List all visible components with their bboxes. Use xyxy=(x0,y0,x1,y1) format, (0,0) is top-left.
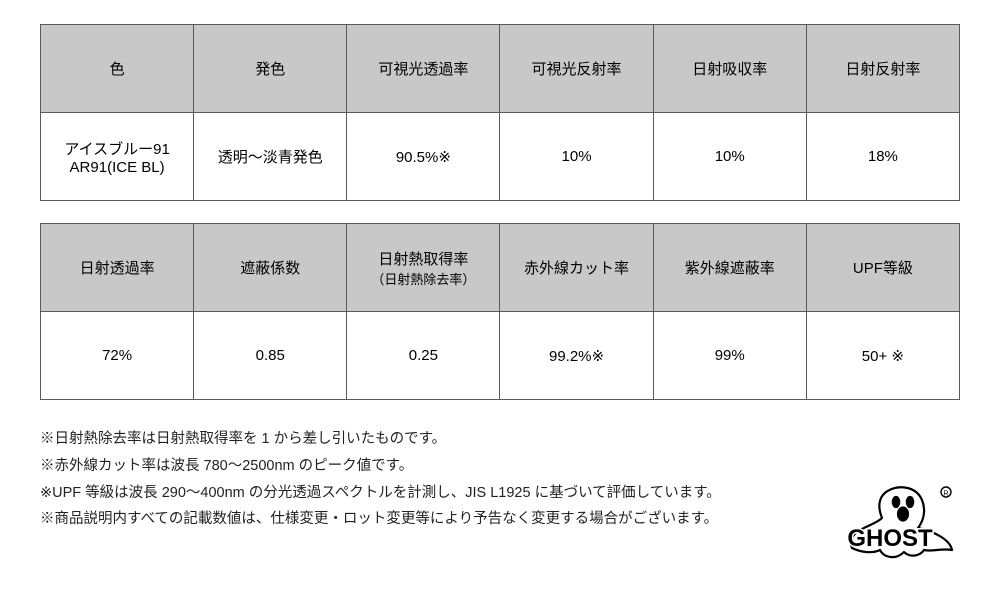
svg-text:R: R xyxy=(943,491,948,498)
table-row: 72% 0.85 0.25 99.2%※ 99% 50+ ※ xyxy=(41,312,960,400)
col-header: 紫外線遮蔽率 xyxy=(653,224,806,312)
cell: 18% xyxy=(806,113,959,201)
col-header: 日射熱取得率 （日射熱除去率） xyxy=(347,224,500,312)
footnote-line: ※日射熱除去率は日射熱取得率を 1 から差し引いたものです。 xyxy=(40,426,960,453)
cell: 透明～淡青発色 xyxy=(194,113,347,201)
col-header-main: 日射熱取得率 xyxy=(378,251,468,268)
cell: 10% xyxy=(500,113,653,201)
col-header: 日射反射率 xyxy=(806,25,959,113)
footnote-line: ※UPF 等級は波長 290～400nm の分光透過スペクトルを計測し、JIS … xyxy=(40,480,960,507)
col-header: 日射吸収率 xyxy=(653,25,806,113)
col-header: 赤外線カット率 xyxy=(500,224,653,312)
footnote-line: ※商品説明内すべての記載数値は、仕様変更・ロット変更等により予告なく変更する場合… xyxy=(40,506,960,533)
ghost-logo-icon: R GHOST xyxy=(838,478,958,568)
col-header: 色 xyxy=(41,25,194,113)
cell: 99.2%※ xyxy=(500,312,653,400)
spec-table-2: 日射透過率 遮蔽係数 日射熱取得率 （日射熱除去率） 赤外線カット率 紫外線遮蔽… xyxy=(40,223,960,400)
cell: 99% xyxy=(653,312,806,400)
cell: 0.25 xyxy=(347,312,500,400)
spec-table-1: 色 発色 可視光透過率 可視光反射率 日射吸収率 日射反射率 アイスブルー91 … xyxy=(40,24,960,201)
footnote-line: ※赤外線カット率は波長 780～2500nm のピーク値です。 xyxy=(40,453,960,480)
col-header-sub: （日射熱除去率） xyxy=(351,269,495,288)
col-header: 可視光透過率 xyxy=(347,25,500,113)
footnotes: ※日射熱除去率は日射熱取得率を 1 から差し引いたものです。 ※赤外線カット率は… xyxy=(40,426,960,533)
table-header-row: 日射透過率 遮蔽係数 日射熱取得率 （日射熱除去率） 赤外線カット率 紫外線遮蔽… xyxy=(41,224,960,312)
col-header: 日射透過率 xyxy=(41,224,194,312)
ghost-logo-text: GHOST xyxy=(847,525,933,552)
col-header: 遮蔽係数 xyxy=(194,224,347,312)
col-header: 発色 xyxy=(194,25,347,113)
table-row: アイスブルー91 AR91(ICE BL) 透明～淡青発色 90.5%※ 10%… xyxy=(41,113,960,201)
cell: 72% xyxy=(41,312,194,400)
cell-product: アイスブルー91 AR91(ICE BL) xyxy=(41,113,194,201)
col-header: 可視光反射率 xyxy=(500,25,653,113)
cell: 0.85 xyxy=(194,312,347,400)
table-header-row: 色 発色 可視光透過率 可視光反射率 日射吸収率 日射反射率 xyxy=(41,25,960,113)
col-header: UPF等級 xyxy=(806,224,959,312)
cell: 50+ ※ xyxy=(806,312,959,400)
cell: 90.5%※ xyxy=(347,113,500,201)
cell: 10% xyxy=(653,113,806,201)
